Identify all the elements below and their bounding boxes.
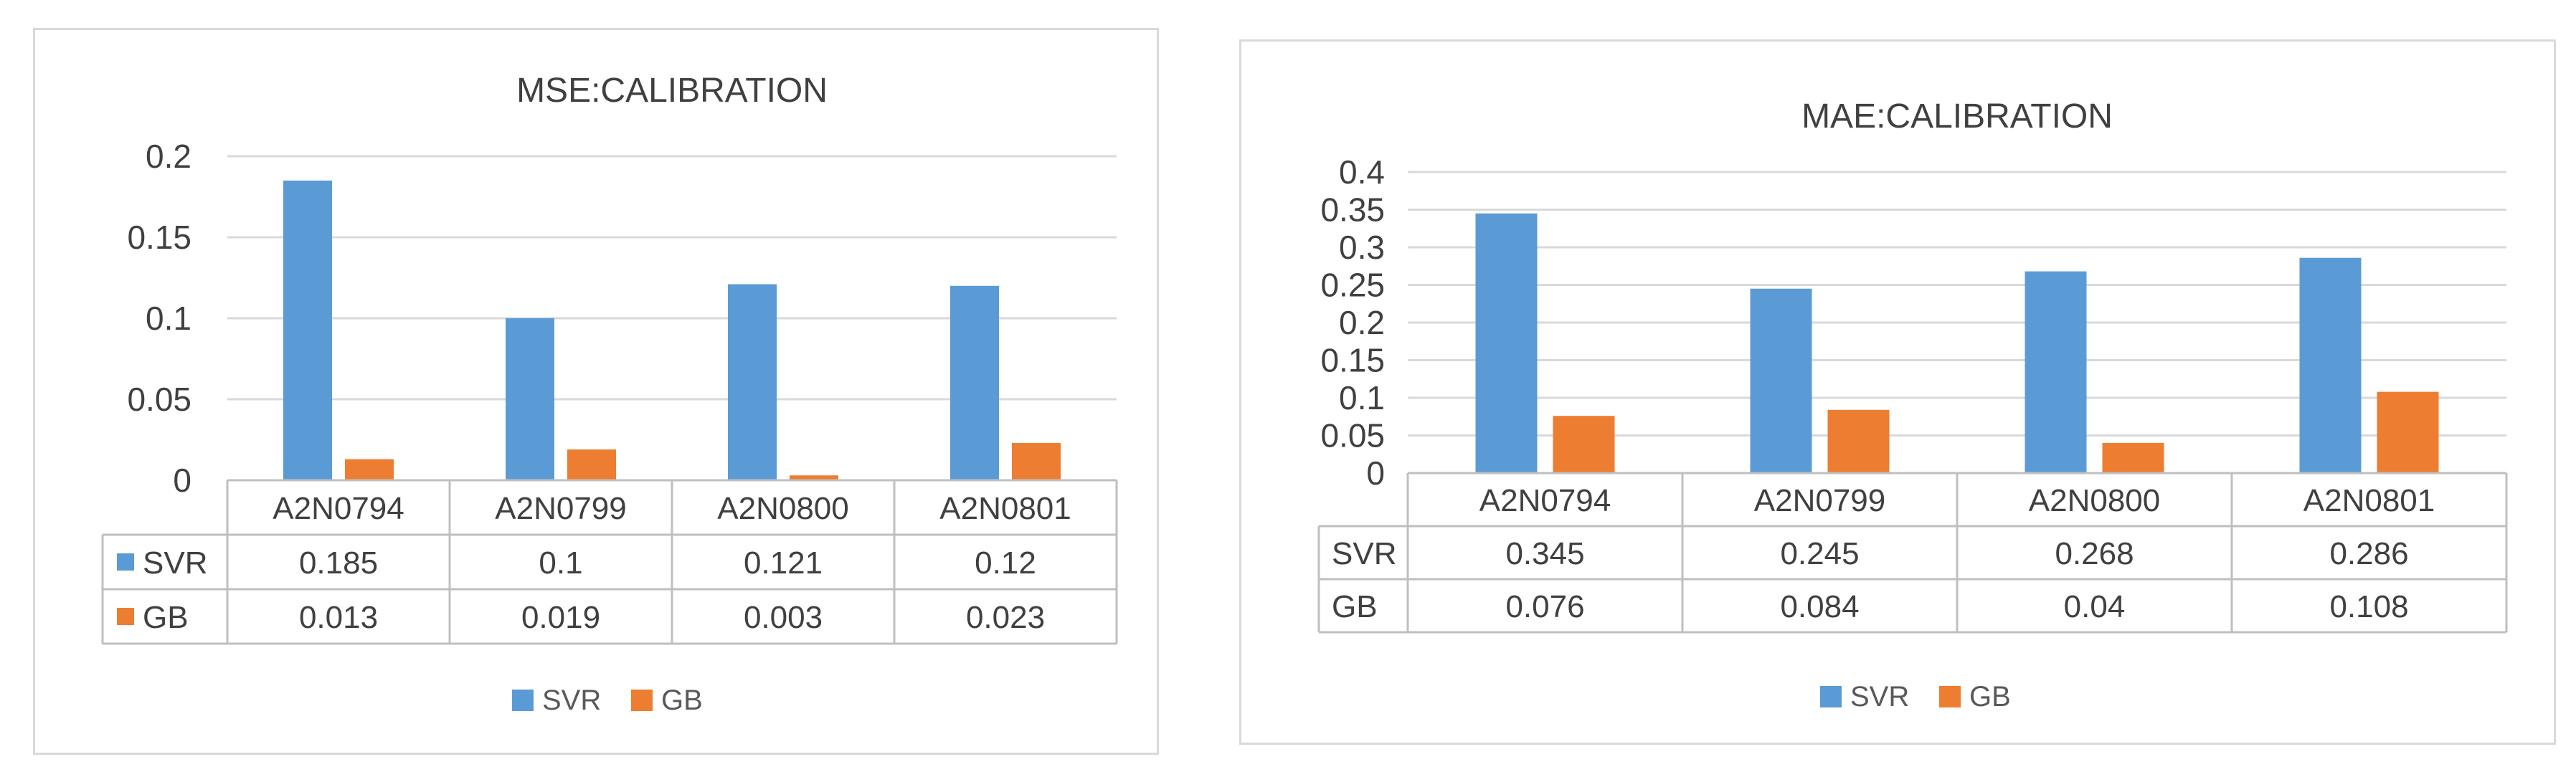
bar-svr-a2n0799 bbox=[506, 318, 554, 480]
data-value-label: 0.12 bbox=[975, 545, 1036, 581]
chart-title: MAE:CALIBRATION bbox=[1801, 97, 2113, 135]
bar-gb-a2n0800 bbox=[2102, 443, 2164, 473]
category-label: A2N0800 bbox=[717, 491, 848, 526]
bar-svr-a2n0794 bbox=[283, 180, 332, 480]
y-tick-label: 0.05 bbox=[1320, 417, 1385, 454]
data-value-label: 0.286 bbox=[2329, 536, 2408, 571]
bar-gb-a2n0801 bbox=[2377, 391, 2439, 473]
y-tick-label: 0 bbox=[1366, 454, 1385, 492]
table-legend-key bbox=[117, 608, 134, 625]
bar-gb-a2n0801 bbox=[1012, 443, 1061, 480]
data-value-label: 0.1 bbox=[539, 545, 582, 581]
data-value-label: 0.108 bbox=[2329, 589, 2408, 624]
chart-title: MSE:CALIBRATION bbox=[516, 72, 828, 110]
legend-key bbox=[512, 690, 534, 711]
table-series-name: SVR bbox=[1332, 536, 1396, 571]
y-tick-label: 0.05 bbox=[127, 381, 191, 418]
category-label: A2N0801 bbox=[939, 491, 1071, 526]
y-tick-label: 0.15 bbox=[1320, 342, 1385, 379]
bar-gb-a2n0799 bbox=[567, 449, 616, 480]
legend-key bbox=[631, 690, 653, 711]
y-tick-label: 0.15 bbox=[127, 219, 191, 256]
table-legend-key bbox=[117, 553, 134, 571]
legend-key bbox=[1939, 686, 1961, 707]
category-label: A2N0800 bbox=[2029, 483, 2160, 518]
bar-svr-a2n0800 bbox=[728, 284, 777, 480]
bar-gb-a2n0799 bbox=[1827, 409, 1890, 473]
mse-calibration-chart: MSE:CALIBRATION 0 0.05 0.1 0.15 0.2 A2N0794 A2N… bbox=[33, 28, 1159, 755]
mse-chart-svg: MSE:CALIBRATION 0 0.05 0.1 0.15 0.2 A2N0794 A2N… bbox=[101, 72, 1118, 716]
y-tick-label: 0 bbox=[173, 462, 191, 499]
data-value-label: 0.245 bbox=[1780, 536, 1859, 571]
table-series-name: GB bbox=[143, 600, 189, 635]
legend-entry: GB bbox=[1969, 681, 2011, 712]
y-tick-label: 0.2 bbox=[1339, 304, 1385, 341]
table-series-name: GB bbox=[1332, 589, 1378, 624]
bar-gb-a2n0794 bbox=[345, 459, 394, 480]
category-label: A2N0794 bbox=[1479, 483, 1611, 518]
data-value-label: 0.084 bbox=[1780, 589, 1859, 624]
legend-entry: SVR bbox=[542, 685, 601, 716]
bar-svr-a2n0794 bbox=[1475, 213, 1538, 473]
data-value-label: 0.019 bbox=[521, 600, 600, 635]
table-series-name: SVR bbox=[143, 545, 207, 581]
legend-entry: SVR bbox=[1850, 681, 1909, 712]
legend-key bbox=[1820, 686, 1842, 707]
data-value-label: 0.185 bbox=[299, 545, 378, 581]
y-tick-label: 0.4 bbox=[1339, 153, 1385, 191]
y-tick-label: 0.1 bbox=[146, 300, 191, 337]
y-tick-label: 0.25 bbox=[1320, 267, 1385, 304]
category-label: A2N0799 bbox=[495, 491, 626, 526]
category-label: A2N0794 bbox=[273, 491, 404, 526]
bar-gb-a2n0794 bbox=[1553, 416, 1615, 473]
legend-entry: GB bbox=[661, 685, 703, 716]
bar-svr-a2n0800 bbox=[2025, 271, 2087, 473]
data-value-label: 0.013 bbox=[299, 600, 378, 635]
bar-svr-a2n0799 bbox=[1750, 288, 1812, 473]
y-tick-label: 0.3 bbox=[1339, 229, 1385, 266]
data-value-label: 0.268 bbox=[2055, 536, 2134, 571]
y-tick-label: 0.35 bbox=[1320, 191, 1385, 229]
data-value-label: 0.121 bbox=[744, 545, 823, 581]
mae-chart-svg: MAE:CALIBRATION00.050.10.150.20.250.30.3… bbox=[1317, 97, 2508, 712]
data-value-label: 0.023 bbox=[966, 600, 1045, 635]
data-value-label: 0.04 bbox=[2064, 589, 2126, 624]
bar-svr-a2n0801 bbox=[2299, 257, 2362, 473]
data-value-label: 0.345 bbox=[1505, 536, 1584, 571]
mae-calibration-chart: MAE:CALIBRATION 0 0.05 0.1 0.15 0.2 0.25 0.3 0.3… bbox=[1239, 39, 2556, 745]
data-value-label: 0.076 bbox=[1505, 589, 1584, 624]
category-label: A2N0801 bbox=[2303, 483, 2435, 518]
bar-gb-a2n0800 bbox=[790, 475, 838, 480]
bar-svr-a2n0801 bbox=[950, 285, 999, 480]
data-value-label: 0.003 bbox=[744, 600, 823, 635]
category-label: A2N0799 bbox=[1754, 483, 1885, 518]
y-tick-label: 0.2 bbox=[146, 138, 191, 175]
y-tick-label: 0.1 bbox=[1339, 379, 1385, 416]
